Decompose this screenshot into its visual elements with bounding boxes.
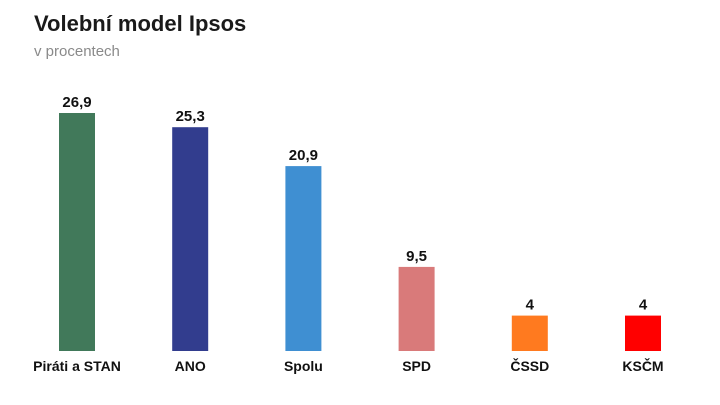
category-label-pirati-a-stan: Piráti a STAN	[33, 358, 121, 374]
bar-cssd	[511, 315, 548, 351]
bar-pirati-a-stan	[59, 113, 95, 351]
bar-ano	[172, 127, 209, 351]
value-label-spd: 9,5	[406, 248, 427, 265]
category-label-kscm: KSČM	[622, 357, 663, 374]
value-label-kscm: 4	[639, 297, 648, 314]
chart-subtitle: v procentech	[34, 43, 120, 60]
value-label-ano: 25,3	[176, 108, 205, 125]
value-label-spolu: 20,9	[289, 147, 318, 164]
category-label-spd: SPD	[402, 358, 431, 374]
category-label-cssd: ČSSD	[510, 357, 549, 374]
bar-spd	[398, 266, 435, 351]
category-label-ano: ANO	[175, 358, 206, 374]
category-label-spolu: Spolu	[284, 358, 323, 374]
bar-kscm	[625, 315, 661, 351]
bar-spolu	[285, 166, 322, 351]
chart-title: Volební model Ipsos	[34, 11, 247, 36]
value-label-cssd: 4	[526, 297, 535, 314]
value-label-pirati-a-stan: 26,9	[62, 94, 91, 111]
